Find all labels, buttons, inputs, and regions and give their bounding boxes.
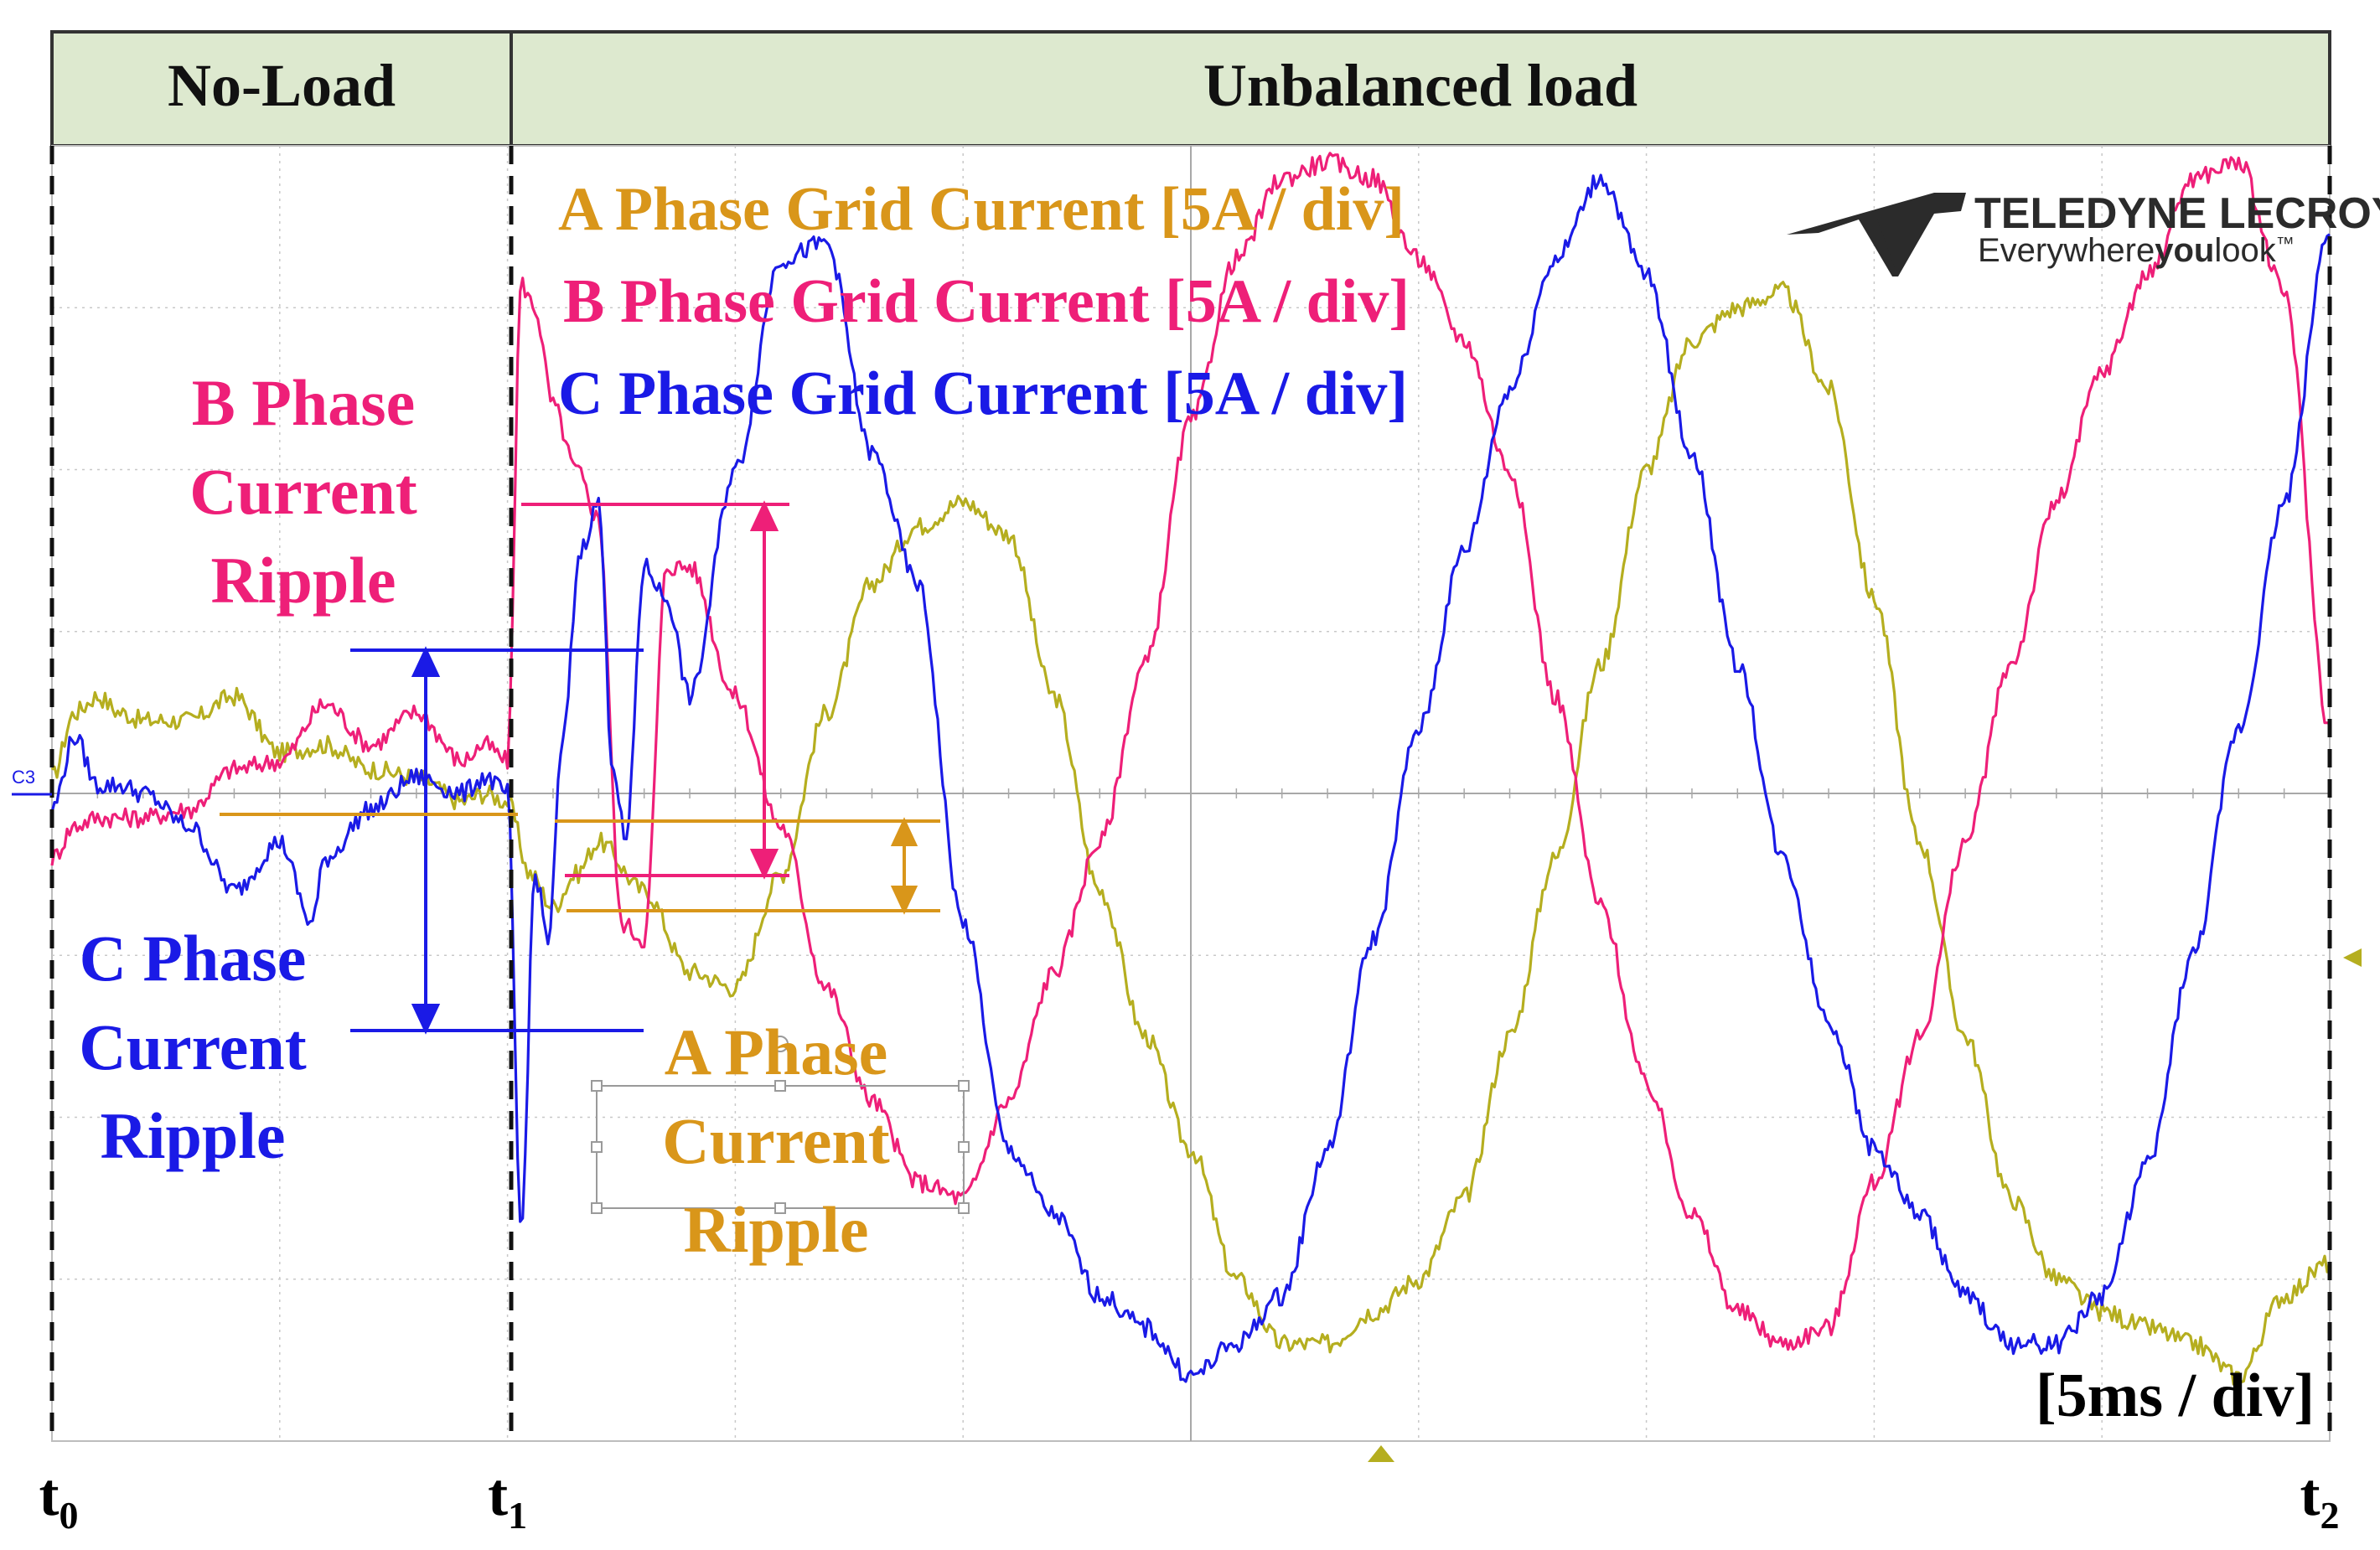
x-tick-labels: t0 t1 t2 xyxy=(39,1461,2340,1537)
svg-text:Ripple: Ripple xyxy=(683,1193,868,1266)
svg-text:Ripple: Ripple xyxy=(100,1099,285,1172)
a-ripple-selection-box xyxy=(591,1036,970,1214)
legend-b: B Phase Grid Current [5A / div] xyxy=(563,267,1410,336)
b-ripple-label: B Phase Current Ripple xyxy=(189,366,417,617)
c-ripple-label: C Phase Current Ripple xyxy=(79,922,307,1172)
legend-a: A Phase Grid Current [5A / div] xyxy=(558,175,1405,244)
header-no-load: No-Load xyxy=(168,52,396,119)
series-line-b xyxy=(50,152,2331,1351)
svg-text:Current: Current xyxy=(662,1104,890,1177)
plot-area xyxy=(50,145,2331,1442)
logo-brand: TELEDYNE LECROY xyxy=(1974,189,2380,238)
svg-text:Current: Current xyxy=(79,1010,307,1083)
svg-text:C Phase: C Phase xyxy=(80,922,307,995)
a-ripple-bracket xyxy=(220,813,940,915)
svg-text:Ripple: Ripple xyxy=(210,544,396,617)
teledyne-lecroy-logo: TELEDYNE LECROY Everywhereyoulook™ xyxy=(1787,189,2380,276)
traces xyxy=(50,152,2331,1386)
x-tick-label-t1: t1 xyxy=(488,1461,527,1537)
legend: A Phase Grid Current [5A / div] B Phase … xyxy=(558,175,1410,428)
header-unbalanced-load: Unbalanced load xyxy=(1203,52,1638,119)
svg-text:Current: Current xyxy=(189,455,417,528)
x-tick-label-t0: t0 xyxy=(39,1461,79,1537)
svg-text:B Phase: B Phase xyxy=(192,366,416,439)
series-line-a xyxy=(50,281,2331,1386)
legend-c: C Phase Grid Current [5A / div] xyxy=(558,359,1408,428)
a-ripple-label: A Phase Current Ripple xyxy=(662,1015,890,1266)
time-scale-label: [5ms / div] xyxy=(2036,1361,2315,1430)
channel-marker: C3 xyxy=(12,767,35,788)
x-tick-label-t2: t2 xyxy=(2300,1461,2340,1537)
header-bar xyxy=(50,30,2331,147)
trigger-position-marker xyxy=(1368,1445,1394,1462)
trigger-level-marker xyxy=(2343,948,2362,967)
series-line-c xyxy=(50,173,2331,1383)
svg-text:A Phase: A Phase xyxy=(665,1015,888,1088)
b-ripple-bracket xyxy=(521,500,789,880)
logo-tagline: Everywhereyoulook™ xyxy=(1978,232,2295,269)
c-ripple-bracket xyxy=(350,646,644,1035)
grid xyxy=(51,146,2331,1441)
